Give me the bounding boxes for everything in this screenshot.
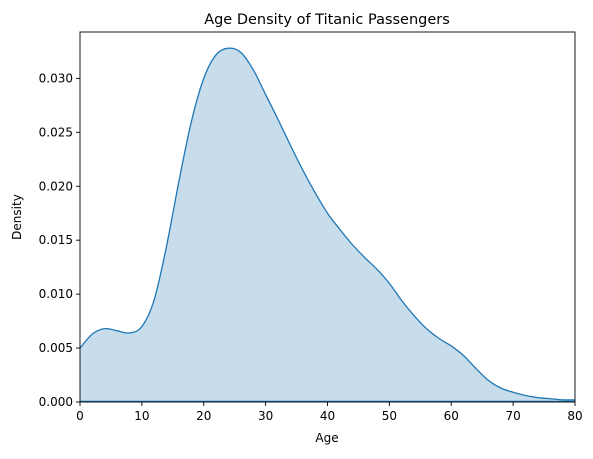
x-tick-label: 0 xyxy=(76,409,84,423)
x-tick-label: 20 xyxy=(196,409,211,423)
y-tick-label: 0.025 xyxy=(39,125,73,139)
y-tick-label: 0.015 xyxy=(39,233,73,247)
density-curve-line xyxy=(79,47,576,401)
x-axis-label: Age xyxy=(315,431,338,445)
y-tick-label: 0.000 xyxy=(39,395,73,409)
axes: 0 10 20 30 40 50 60 70 80 0.000 0.005 0.010 0.015 0.0… xyxy=(39,31,583,423)
x-tick-label: 50 xyxy=(382,409,397,423)
density-area-fill xyxy=(80,48,575,403)
y-tick-label: 0.010 xyxy=(39,287,73,301)
x-tick-label: 30 xyxy=(258,409,273,423)
x-tick-label: 70 xyxy=(505,409,520,423)
y-tick-label: 0.005 xyxy=(39,341,73,355)
y-tick-label: 0.020 xyxy=(39,179,73,193)
y-tick-label: 0.030 xyxy=(39,71,73,85)
x-tick-label: 60 xyxy=(444,409,459,423)
x-tick-label: 80 xyxy=(567,409,582,423)
x-tick-label: 40 xyxy=(320,409,335,423)
chart-title: Age Density of Titanic Passengers xyxy=(204,12,450,28)
plot-area xyxy=(79,47,576,403)
x-tick-label: 10 xyxy=(134,409,149,423)
y-axis-label: Density xyxy=(10,194,24,240)
